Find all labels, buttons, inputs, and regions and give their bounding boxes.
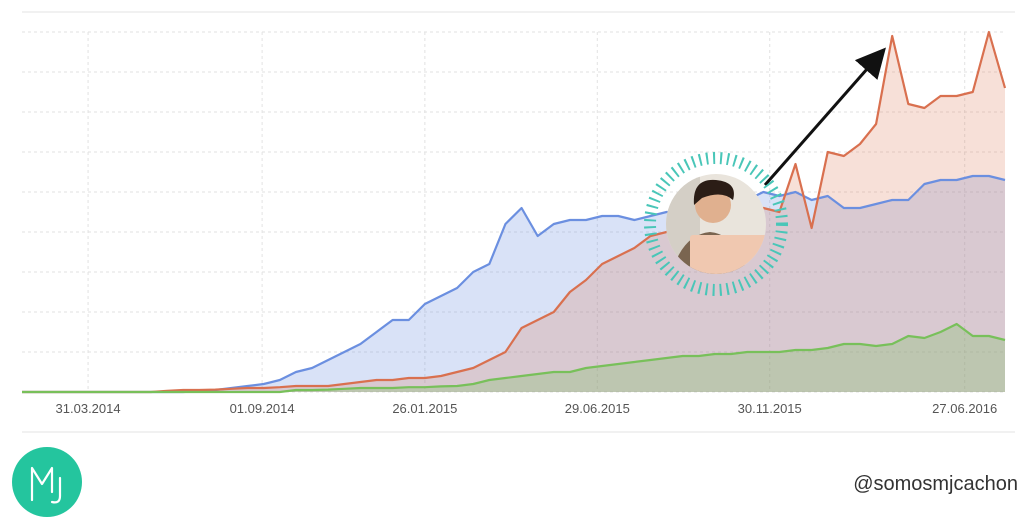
x-tick-label: 26.01.2015 bbox=[392, 401, 457, 416]
x-tick-label: 01.09.2014 bbox=[230, 401, 295, 416]
x-tick-label: 27.06.2016 bbox=[932, 401, 997, 416]
x-tick-label: 29.06.2015 bbox=[565, 401, 630, 416]
area bbox=[22, 324, 1005, 392]
logo bbox=[12, 447, 82, 517]
handle: @somosmjcachon bbox=[853, 473, 1018, 495]
x-tick-label: 30.11.2015 bbox=[738, 401, 802, 416]
line bbox=[22, 322, 1006, 394]
photo-ring bbox=[644, 152, 788, 296]
line bbox=[22, 30, 1007, 394]
x-tick-label: 31.03.2014 bbox=[56, 401, 121, 416]
plot: 31.03.2014 01.09.2014 26.01.2015 29.06.2015… bbox=[22, 30, 1007, 416]
arrow bbox=[763, 47, 886, 186]
area bbox=[22, 32, 1005, 392]
